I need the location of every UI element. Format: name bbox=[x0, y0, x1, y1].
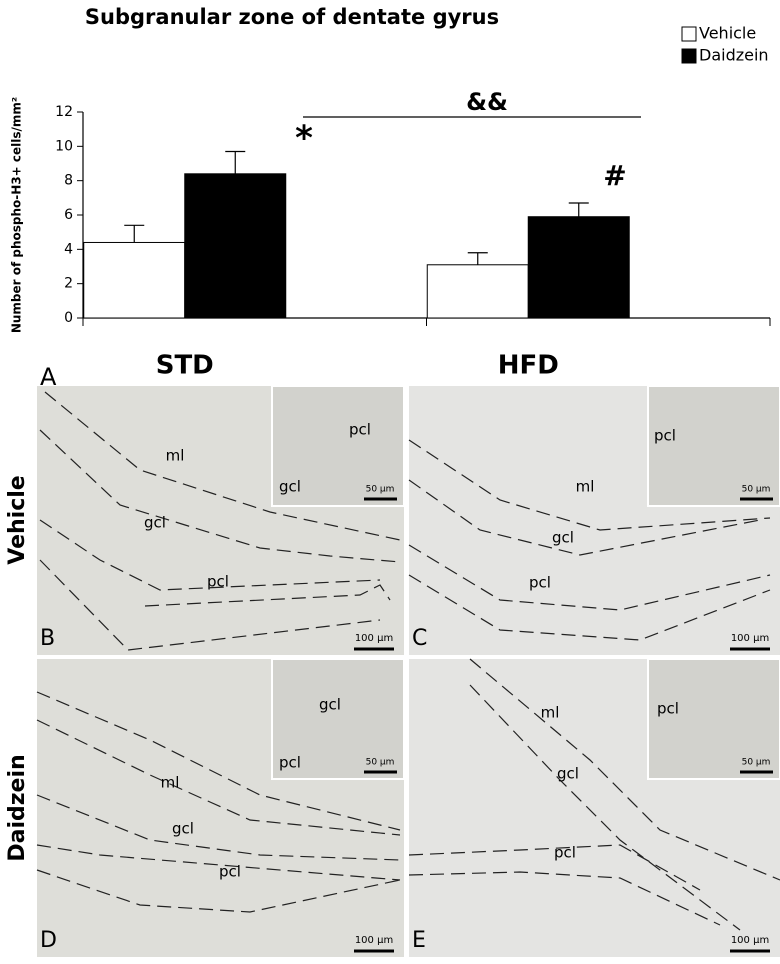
bar bbox=[527, 216, 630, 319]
legend-swatch bbox=[681, 48, 697, 64]
region-label: gcl bbox=[172, 820, 194, 838]
y-tick-label: 4 bbox=[64, 241, 73, 257]
inset-label: pcl bbox=[657, 700, 679, 718]
region-label: pcl bbox=[219, 863, 241, 881]
x-tick-label: HFD bbox=[498, 351, 559, 381]
region-boundary bbox=[408, 439, 771, 531]
region-boundary bbox=[44, 391, 401, 541]
region-label: gcl bbox=[144, 514, 166, 532]
y-tick-label: 2 bbox=[64, 276, 73, 292]
bar bbox=[426, 264, 529, 319]
inset-scale-label: 50 µm bbox=[742, 485, 771, 495]
inset-label: pcl bbox=[349, 421, 371, 439]
region-boundary bbox=[408, 871, 721, 926]
region-boundary bbox=[469, 658, 780, 881]
scale-label: 100 µm bbox=[731, 935, 769, 946]
region-label: pcl bbox=[207, 573, 229, 591]
annotation: && bbox=[466, 88, 508, 116]
region-label: pcl bbox=[554, 844, 576, 862]
inset bbox=[647, 658, 780, 780]
inset bbox=[647, 385, 780, 507]
inset bbox=[271, 658, 405, 780]
legend-label: Daidzein bbox=[699, 46, 769, 65]
panel-letter: E bbox=[412, 928, 426, 953]
row-label: Vehicle bbox=[5, 475, 30, 564]
scale-label: 100 µm bbox=[355, 633, 393, 644]
region-boundary bbox=[469, 684, 741, 931]
inset-scale-label: 50 µm bbox=[366, 758, 395, 768]
region-boundary bbox=[408, 574, 771, 641]
scale-label: 100 µm bbox=[731, 633, 769, 644]
region-boundary bbox=[36, 794, 401, 861]
inset-scale-label: 50 µm bbox=[742, 758, 771, 768]
panel-letter: A bbox=[40, 363, 57, 391]
scale-label: 100 µm bbox=[355, 935, 393, 946]
region-boundary bbox=[408, 844, 701, 891]
chart-title: Subgranular zone of dentate gyrus bbox=[85, 5, 499, 29]
legend-swatch bbox=[681, 26, 697, 42]
region-label: ml bbox=[166, 447, 185, 465]
region-boundary bbox=[36, 719, 401, 836]
annotation: # bbox=[603, 159, 626, 192]
legend-label: Vehicle bbox=[699, 24, 756, 43]
inset bbox=[271, 385, 405, 507]
x-tick-label: STD bbox=[156, 351, 214, 381]
inset-label: pcl bbox=[654, 427, 676, 445]
region-boundary bbox=[39, 429, 401, 563]
region-boundary bbox=[36, 691, 401, 831]
y-tick-label: 10 bbox=[55, 138, 73, 154]
bar bbox=[184, 173, 287, 319]
region-boundary bbox=[408, 479, 761, 556]
panel-letter: C bbox=[412, 626, 427, 651]
region-boundary bbox=[36, 869, 401, 913]
panel-letter: D bbox=[40, 928, 57, 953]
micrographs: ml gcl pcl pcl gcl 50 µm 100 µm Bml gcl pcl pcl 50 … bbox=[36, 385, 780, 957]
region-label: gcl bbox=[557, 765, 579, 783]
bar bbox=[83, 241, 186, 319]
y-tick-label: 12 bbox=[55, 104, 73, 120]
region-label: ml bbox=[576, 478, 595, 496]
row-label: Daidzein bbox=[5, 754, 30, 861]
inset-label: gcl bbox=[279, 478, 301, 496]
region-boundary bbox=[39, 519, 381, 591]
y-axis-label: Number of phospho-H3+ cells/mm² bbox=[10, 97, 24, 333]
inset-label: pcl bbox=[279, 754, 301, 772]
region-boundary bbox=[39, 559, 381, 651]
region-label: ml bbox=[161, 774, 180, 792]
region-label: pcl bbox=[529, 574, 551, 592]
inset-label: gcl bbox=[319, 696, 341, 714]
region-boundary bbox=[408, 544, 771, 611]
region-boundary bbox=[36, 844, 401, 881]
region-label: gcl bbox=[552, 529, 574, 547]
region-boundary bbox=[144, 584, 391, 607]
y-tick-label: 8 bbox=[64, 173, 73, 189]
inset-scale-label: 50 µm bbox=[366, 485, 395, 495]
panel-letter: B bbox=[40, 626, 55, 651]
y-tick-label: 0 bbox=[64, 310, 73, 326]
annotation: * bbox=[295, 119, 313, 159]
y-tick-label: 6 bbox=[64, 207, 73, 223]
region-label: ml bbox=[541, 704, 560, 722]
